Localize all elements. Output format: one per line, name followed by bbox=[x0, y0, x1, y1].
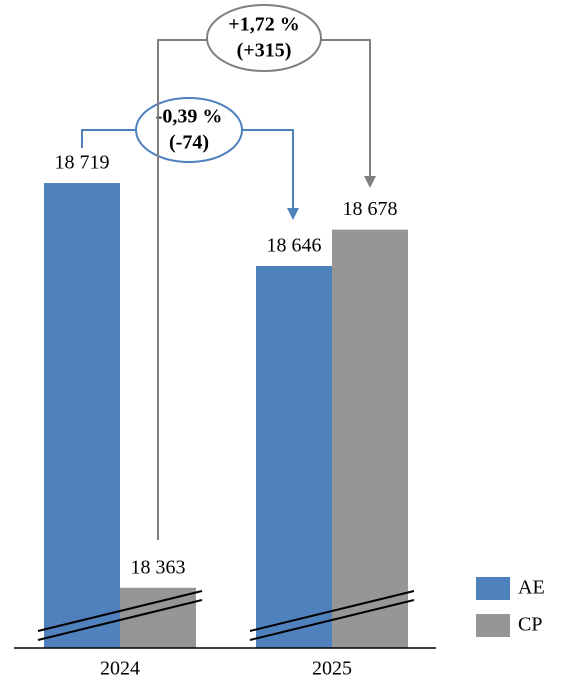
data-label: 18 363 bbox=[131, 556, 186, 578]
connector bbox=[81, 129, 136, 148]
connector bbox=[157, 39, 207, 540]
axis-break bbox=[37, 599, 203, 641]
data-label: 18 678 bbox=[343, 198, 398, 220]
axis-break bbox=[37, 590, 203, 632]
x-tick-label: 2024 bbox=[100, 658, 140, 680]
arrow-head bbox=[287, 208, 299, 220]
annotation-text: -0,39 % bbox=[156, 106, 223, 128]
axis-break bbox=[249, 590, 415, 632]
arrow-head bbox=[364, 176, 376, 188]
legend-label: CP bbox=[518, 614, 542, 636]
annotation-bubble bbox=[206, 4, 322, 72]
legend-swatch bbox=[476, 577, 510, 600]
annotation-bubble bbox=[135, 97, 243, 163]
data-label: 18 719 bbox=[55, 152, 110, 174]
bar bbox=[44, 183, 120, 648]
annotation-text: (+315) bbox=[237, 40, 292, 62]
legend-label: AE bbox=[518, 577, 545, 599]
bar bbox=[332, 229, 408, 649]
annotation-text: +1,72 % bbox=[228, 14, 299, 36]
axis-break bbox=[249, 599, 415, 641]
annotation-text: (-74) bbox=[169, 132, 209, 154]
bar bbox=[256, 266, 332, 648]
legend-swatch bbox=[476, 614, 510, 637]
connector bbox=[321, 39, 371, 178]
data-label: 18 646 bbox=[267, 235, 322, 257]
connector bbox=[242, 129, 294, 210]
x-tick-label: 2025 bbox=[312, 658, 352, 680]
